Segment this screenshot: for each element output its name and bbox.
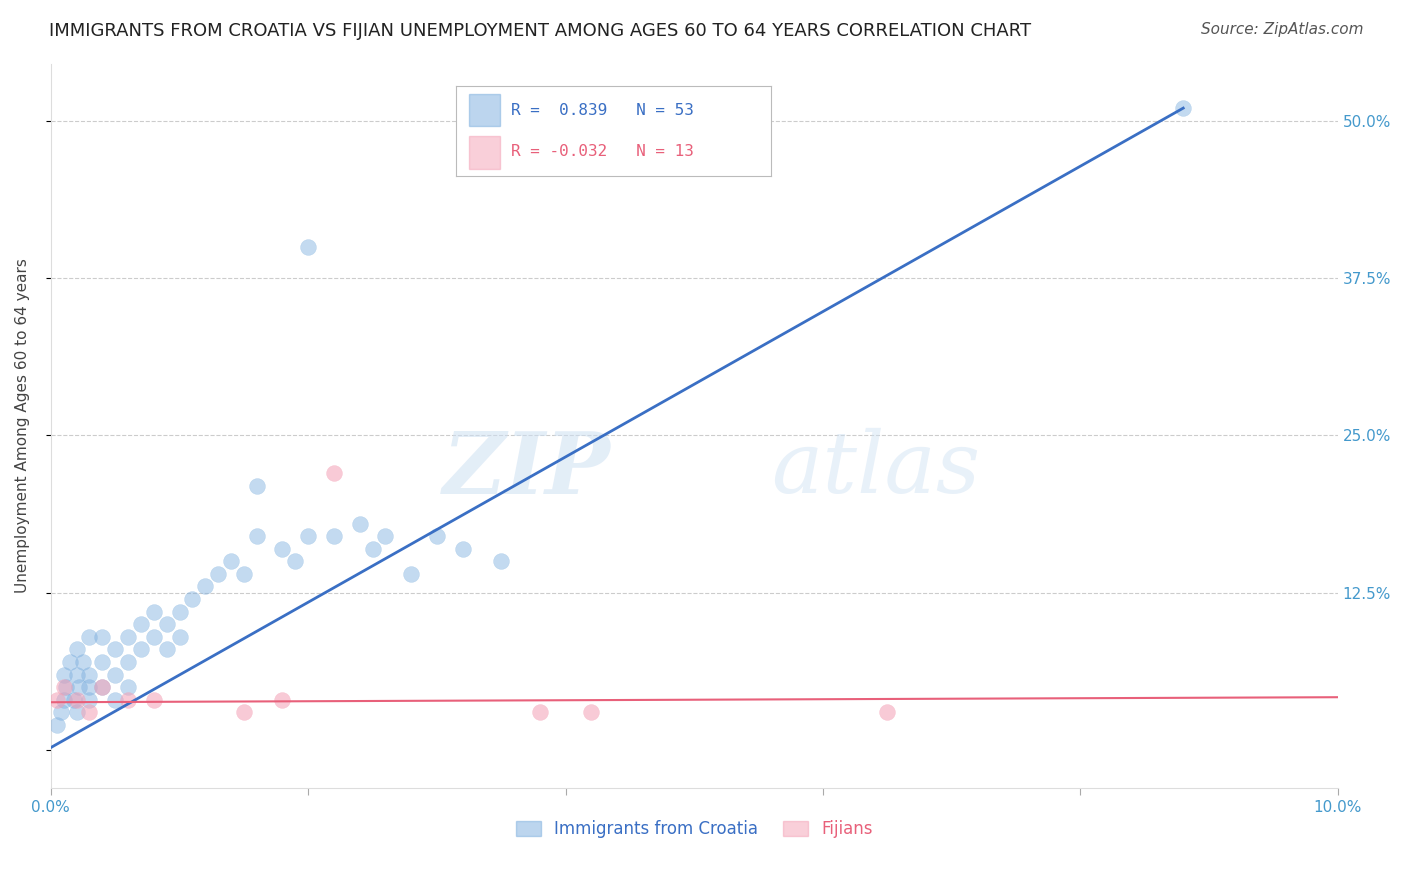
- Point: [207, 566, 229, 581]
- Point: [91, 680, 114, 694]
- Point: [489, 554, 512, 568]
- Point: [426, 529, 449, 543]
- Point: [1173, 101, 1195, 115]
- Point: [142, 605, 165, 619]
- Text: Source: ZipAtlas.com: Source: ZipAtlas.com: [1201, 22, 1364, 37]
- Point: [104, 692, 127, 706]
- Point: [156, 617, 179, 632]
- Point: [323, 466, 346, 480]
- Point: [323, 529, 346, 543]
- Point: [399, 566, 422, 581]
- Point: [142, 692, 165, 706]
- Point: [52, 680, 75, 694]
- Point: [451, 541, 474, 556]
- Point: [55, 680, 77, 694]
- Point: [117, 655, 139, 669]
- Point: [876, 706, 898, 720]
- Point: [117, 680, 139, 694]
- Point: [529, 706, 551, 720]
- Legend: Immigrants from Croatia, Fijians: Immigrants from Croatia, Fijians: [509, 814, 880, 845]
- Point: [117, 692, 139, 706]
- Point: [232, 706, 254, 720]
- Point: [297, 529, 319, 543]
- Y-axis label: Unemployment Among Ages 60 to 64 years: Unemployment Among Ages 60 to 64 years: [15, 259, 30, 593]
- Point: [232, 566, 254, 581]
- Point: [65, 706, 87, 720]
- Point: [67, 680, 90, 694]
- Point: [59, 655, 82, 669]
- Point: [49, 706, 72, 720]
- Point: [79, 680, 101, 694]
- Point: [246, 479, 269, 493]
- Point: [169, 605, 191, 619]
- Point: [91, 655, 114, 669]
- Point: [65, 642, 87, 657]
- Point: [117, 630, 139, 644]
- Point: [79, 692, 101, 706]
- Point: [156, 642, 179, 657]
- Point: [52, 667, 75, 681]
- Point: [129, 617, 152, 632]
- Point: [349, 516, 371, 531]
- Point: [79, 706, 101, 720]
- Point: [46, 692, 69, 706]
- Point: [63, 692, 86, 706]
- Text: ZIP: ZIP: [443, 427, 610, 511]
- Point: [104, 642, 127, 657]
- Point: [297, 239, 319, 253]
- Point: [91, 680, 114, 694]
- Text: IMMIGRANTS FROM CROATIA VS FIJIAN UNEMPLOYMENT AMONG AGES 60 TO 64 YEARS CORRELA: IMMIGRANTS FROM CROATIA VS FIJIAN UNEMPL…: [49, 22, 1032, 40]
- Point: [79, 667, 101, 681]
- Point: [169, 630, 191, 644]
- Point: [361, 541, 384, 556]
- Point: [246, 529, 269, 543]
- Point: [52, 692, 75, 706]
- Point: [181, 592, 204, 607]
- Point: [581, 706, 603, 720]
- Point: [72, 655, 94, 669]
- Point: [374, 529, 396, 543]
- Point: [65, 692, 87, 706]
- Point: [46, 718, 69, 732]
- Point: [65, 667, 87, 681]
- Text: atlas: atlas: [772, 428, 980, 511]
- Point: [129, 642, 152, 657]
- Point: [194, 579, 217, 593]
- Point: [271, 692, 294, 706]
- Point: [91, 630, 114, 644]
- Point: [79, 630, 101, 644]
- Point: [271, 541, 294, 556]
- Point: [219, 554, 242, 568]
- Point: [284, 554, 307, 568]
- Point: [142, 630, 165, 644]
- Point: [104, 667, 127, 681]
